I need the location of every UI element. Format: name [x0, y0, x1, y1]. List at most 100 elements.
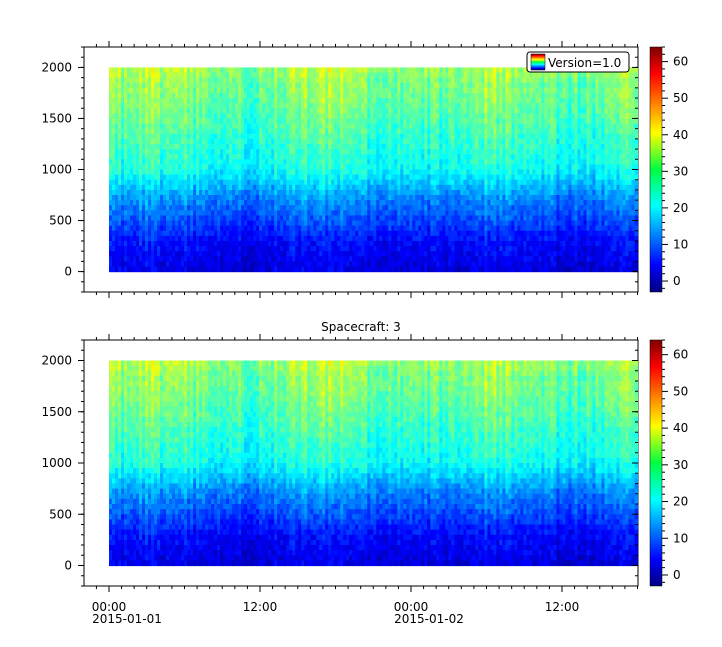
heatmap-cell: [223, 87, 227, 94]
heatmap-cell: [511, 128, 515, 135]
heatmap-cell: [604, 149, 609, 155]
heatmap-cell: [226, 128, 230, 135]
heatmap-cell: [208, 184, 212, 191]
heatmap-cell: [418, 103, 422, 109]
heatmap-cell: [169, 103, 173, 109]
heatmap-cell: [229, 149, 233, 155]
heatmap-cell: [223, 118, 227, 125]
heatmap-cell: [376, 103, 380, 109]
heatmap-cell: [427, 72, 431, 79]
heatmap-cell: [520, 108, 524, 114]
heatmap-cell: [568, 195, 573, 201]
heatmap-cell: [505, 103, 509, 109]
heatmap-cell: [508, 82, 512, 89]
heatmap-cell: [400, 133, 404, 140]
heatmap-cell: [610, 174, 615, 181]
heatmap-cell: [406, 205, 410, 211]
heatmap-cell: [271, 174, 275, 181]
heatmap-cell: [511, 72, 515, 79]
heatmap-cell: [268, 154, 272, 160]
heatmap-cell: [187, 179, 191, 186]
heatmap-cell: [601, 98, 606, 104]
heatmap-cell: [370, 87, 374, 94]
heatmap-cell: [124, 98, 128, 104]
heatmap-cell: [238, 92, 242, 99]
heatmap-cell: [295, 92, 299, 99]
heatmap-cell: [334, 159, 338, 165]
heatmap-cell: [574, 98, 579, 104]
heatmap-cell: [169, 149, 173, 155]
heatmap-cell: [253, 77, 257, 84]
heatmap-cell: [436, 164, 440, 171]
heatmap-cell: [229, 195, 233, 201]
heatmap-cell: [193, 169, 197, 176]
heatmap-cell: [616, 179, 621, 186]
heatmap-cell: [580, 154, 585, 160]
heatmap-cell: [229, 164, 233, 171]
heatmap-cell: [217, 174, 221, 181]
heatmap-cell: [571, 164, 576, 171]
heatmap-cell: [115, 67, 119, 74]
heatmap-cell: [130, 205, 134, 211]
heatmap-cell: [520, 113, 524, 120]
heatmap-cell: [376, 189, 380, 196]
heatmap-cell: [178, 195, 182, 201]
heatmap-cell: [622, 189, 627, 196]
heatmap-cell: [145, 154, 149, 160]
heatmap-cell: [355, 113, 359, 120]
heatmap-cell: [127, 179, 131, 186]
heatmap-cell: [544, 184, 549, 191]
heatmap-cell: [355, 169, 359, 176]
heatmap-cell: [463, 189, 467, 196]
heatmap-cell: [196, 174, 200, 181]
heatmap-cell: [268, 77, 272, 84]
heatmap-cell: [160, 128, 164, 135]
heatmap-cell: [469, 154, 473, 160]
heatmap-cell: [463, 159, 467, 165]
heatmap-cell: [175, 103, 179, 109]
heatmap-cell: [445, 123, 449, 130]
heatmap-cell: [457, 108, 461, 114]
heatmap-cell: [130, 210, 134, 217]
heatmap-cell: [298, 159, 302, 165]
heatmap-cell: [148, 159, 152, 165]
heatmap-cell: [286, 174, 290, 181]
heatmap-cell: [412, 205, 416, 211]
heatmap-cell: [406, 138, 410, 145]
heatmap-cell: [247, 67, 251, 74]
heatmap-cell: [553, 138, 558, 145]
heatmap-cell: [250, 189, 254, 196]
heatmap-cell: [622, 184, 627, 191]
heatmap-cell: [616, 77, 621, 84]
heatmap-cell: [214, 128, 218, 135]
heatmap-cell: [385, 195, 389, 201]
heatmap-cell: [298, 169, 302, 176]
heatmap-cell: [616, 82, 621, 89]
heatmap-cell: [187, 169, 191, 176]
heatmap-cell: [241, 82, 245, 89]
heatmap-cell: [490, 133, 494, 140]
heatmap-cell: [244, 92, 248, 99]
heatmap-cell: [484, 98, 488, 104]
heatmap-cell: [232, 174, 236, 181]
heatmap-cell: [427, 133, 431, 140]
heatmap-cell: [190, 72, 194, 79]
heatmap-cell: [382, 133, 386, 140]
heatmap-cell: [619, 189, 624, 196]
heatmap-cell: [223, 179, 227, 186]
heatmap-cell: [613, 82, 618, 89]
heatmap-cell: [373, 189, 377, 196]
heatmap-cell: [286, 195, 290, 201]
heatmap-cell: [409, 108, 413, 114]
heatmap-cell: [196, 87, 200, 94]
heatmap-cell: [565, 179, 570, 186]
heatmap-cell: [361, 174, 365, 181]
heatmap-cell: [565, 113, 570, 120]
heatmap-cell: [538, 72, 543, 79]
heatmap-cell: [124, 143, 128, 150]
heatmap-cell: [193, 72, 197, 79]
heatmap-cell: [301, 210, 305, 217]
heatmap-cell: [403, 154, 407, 160]
heatmap-cell: [259, 113, 263, 120]
heatmap-cell: [319, 159, 323, 165]
